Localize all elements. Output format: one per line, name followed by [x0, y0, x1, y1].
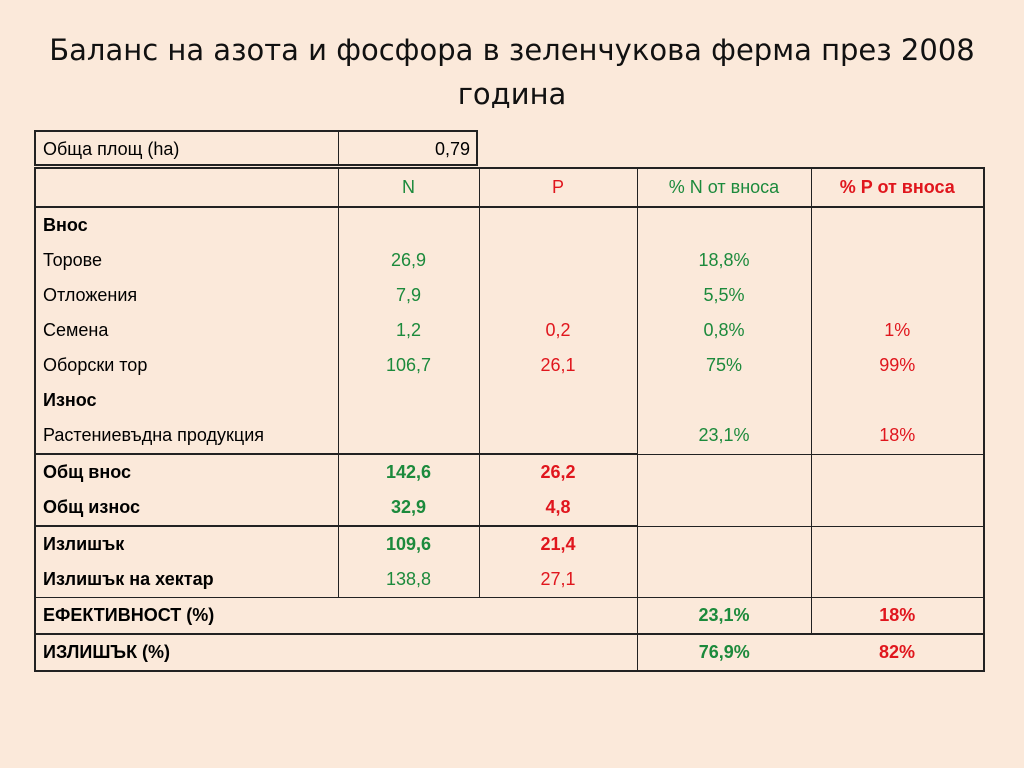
- p-value: 27,1: [478, 562, 638, 598]
- p-value: [478, 243, 638, 278]
- page-title: Баланс на азота и фосфора в зеленчукова …: [49, 33, 975, 111]
- n-pct-value: 75%: [636, 348, 812, 383]
- header-n: N: [337, 167, 480, 208]
- table-row: Торове 26,9 18,8%: [34, 243, 985, 278]
- row-label: Общ износ: [34, 490, 339, 526]
- table-row: Растениевъдна продукция 23,1% 18%: [34, 418, 985, 454]
- header-p-pct: % P от вноса: [810, 167, 985, 208]
- table-row: Оборски тор 106,7 26,1 75% 99%: [34, 348, 985, 383]
- row-label: Семена: [34, 313, 339, 348]
- p-value: [478, 418, 638, 454]
- p-pct-value: 18%: [810, 418, 985, 454]
- row-label: ИЗЛИШЪК (%): [34, 633, 638, 672]
- n-pct-value: 18,8%: [636, 243, 812, 278]
- balance-table: N P % N от вноса % P от вноса Внос Торов…: [34, 167, 985, 672]
- p-value: 26,2: [478, 453, 638, 490]
- n-value: 109,6: [337, 525, 480, 562]
- row-label: Общ внос: [34, 453, 339, 490]
- total-area-value: 0,79: [434, 139, 470, 159]
- n-value: 142,6: [337, 453, 480, 490]
- n-value: [337, 418, 480, 454]
- table-row: Излишък 109,6 21,4: [34, 525, 985, 562]
- n-value: 7,9: [337, 278, 480, 313]
- n-pct-value: 23,1%: [636, 418, 812, 454]
- total-area-box: Обща площ (ha) 0,79: [34, 130, 478, 166]
- p-pct-value: [810, 243, 985, 278]
- table-header-row: N P % N от вноса % P от вноса: [34, 167, 985, 208]
- row-label: ЕФЕКТИВНОСТ (%): [34, 597, 638, 634]
- row-label: Излишък на хектар: [34, 562, 339, 598]
- n-value: 32,9: [337, 490, 480, 526]
- table-row: Семена 1,2 0,2 0,8% 1%: [34, 313, 985, 348]
- p-value: 4,8: [478, 490, 638, 526]
- table-row: Отложения 7,9 5,5%: [34, 278, 985, 313]
- n-pct-value: 23,1%: [636, 597, 812, 634]
- n-pct-value: 5,5%: [636, 278, 812, 313]
- table-row: ЕФЕКТИВНОСТ (%) 23,1% 18%: [34, 597, 985, 634]
- p-pct-value: 1%: [810, 313, 985, 348]
- row-label: Отложения: [34, 278, 339, 313]
- n-value: 26,9: [337, 243, 480, 278]
- p-pct-value: 99%: [810, 348, 985, 383]
- n-value: 106,7: [337, 348, 480, 383]
- p-pct-value: 82%: [811, 633, 985, 672]
- total-area-label: Обща площ (ha): [36, 132, 339, 164]
- p-value: 26,1: [478, 348, 638, 383]
- p-value: 0,2: [478, 313, 638, 348]
- n-value: 1,2: [337, 313, 480, 348]
- row-label: Торове: [34, 243, 339, 278]
- table-row: Износ: [34, 383, 985, 418]
- p-value: [478, 278, 638, 313]
- p-pct-value: 18%: [810, 597, 985, 634]
- table-row: ИЗЛИШЪК (%) 76,9% 82%: [34, 633, 985, 672]
- row-label: Износ: [34, 383, 339, 418]
- row-label: Излишък: [34, 525, 339, 562]
- table-row: Общ внос 142,6 26,2: [34, 453, 985, 490]
- n-value: 138,8: [337, 562, 480, 598]
- header-p: P: [478, 167, 638, 208]
- header-label-cell: [34, 167, 339, 208]
- n-pct-value: 76,9%: [636, 633, 811, 672]
- row-label: Оборски тор: [34, 348, 339, 383]
- row-label: Растениевъдна продукция: [34, 418, 339, 454]
- n-pct-value: 0,8%: [636, 313, 812, 348]
- table-row: Общ износ 32,9 4,8: [34, 490, 985, 526]
- table-row: Излишък на хектар 138,8 27,1: [34, 562, 985, 598]
- row-label: Внос: [34, 207, 339, 243]
- table-row: Внос: [34, 207, 985, 243]
- p-value: 21,4: [478, 525, 638, 562]
- header-n-pct: % N от вноса: [636, 167, 812, 208]
- p-pct-value: [810, 278, 985, 313]
